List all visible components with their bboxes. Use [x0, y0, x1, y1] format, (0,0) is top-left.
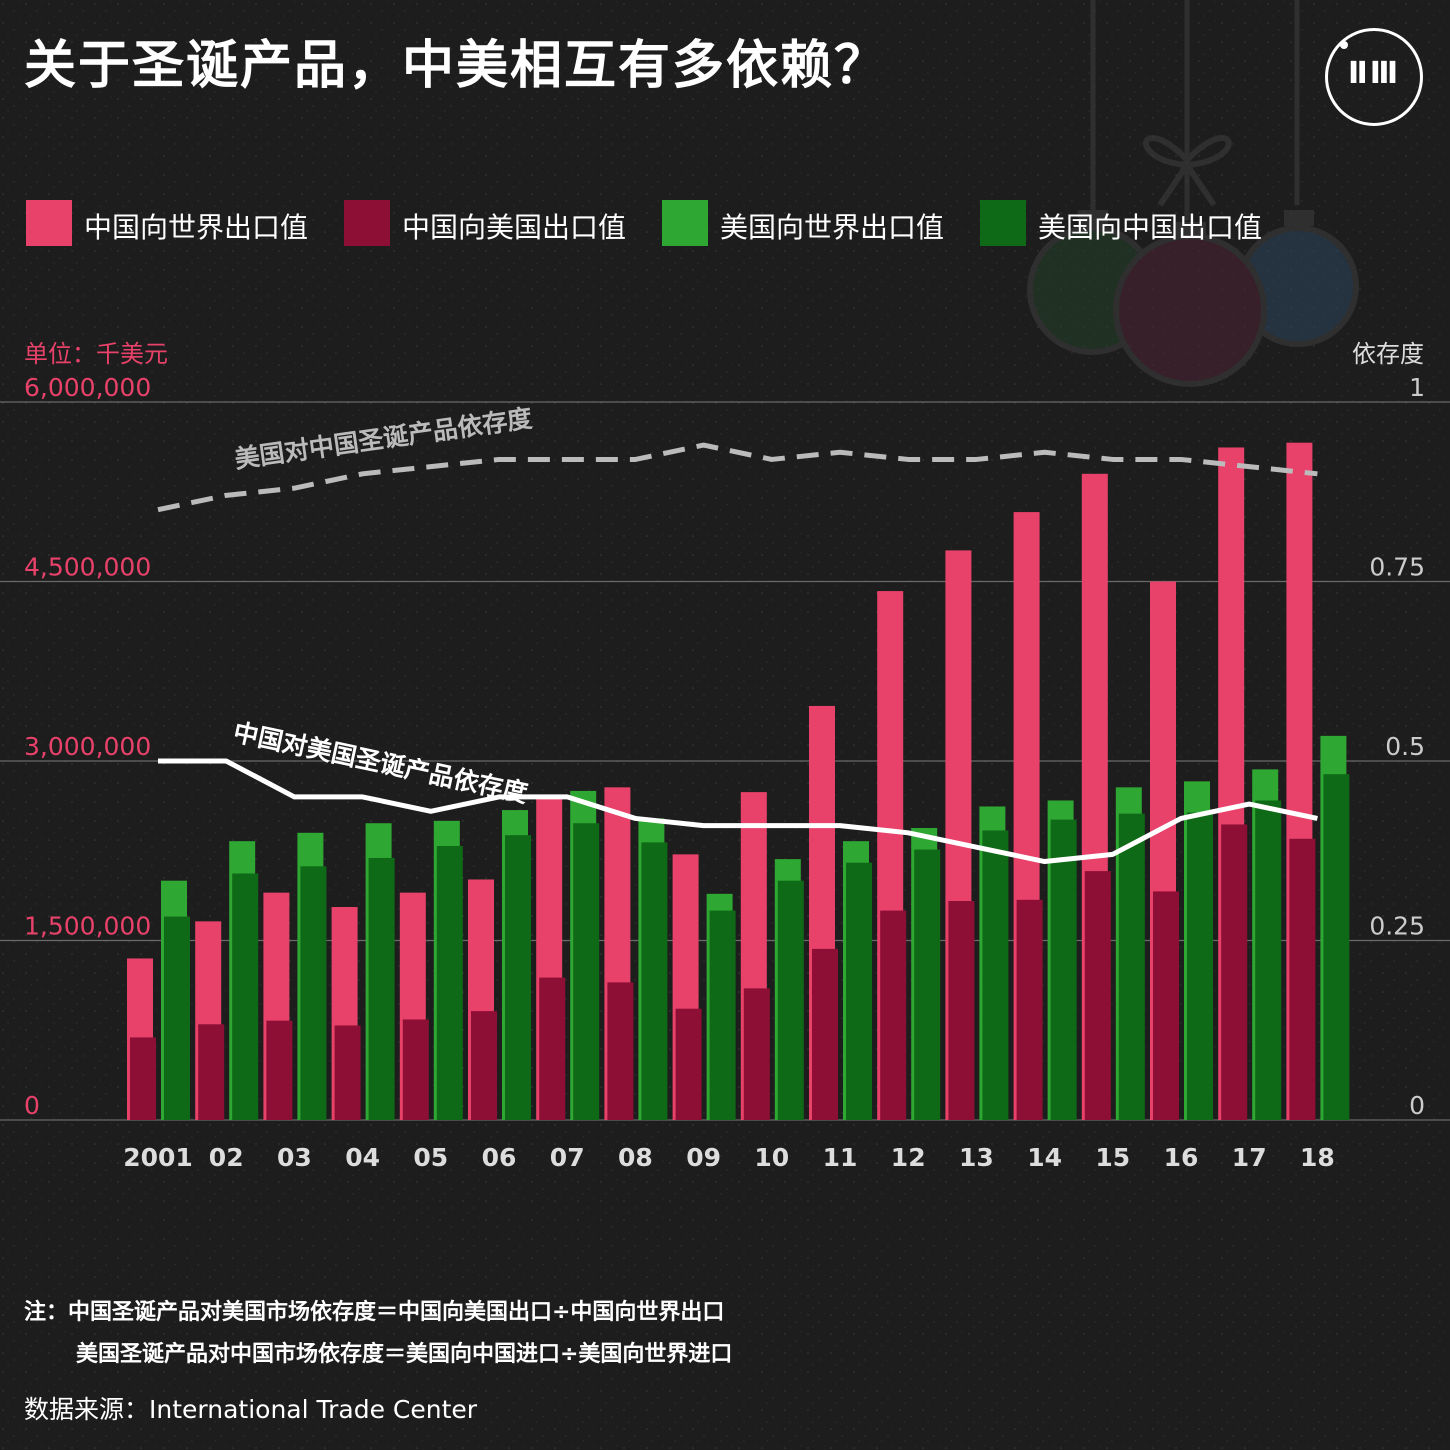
y-left-tick-label: 0	[24, 1091, 40, 1120]
bar-us-cn	[300, 866, 327, 1120]
bar-us-cn	[368, 857, 395, 1120]
logo-dot-icon	[1340, 41, 1348, 49]
bar-cn-us	[130, 1037, 156, 1120]
data-source: 数据来源：International Trade Center	[24, 1395, 478, 1424]
x-tick-label: 14	[1027, 1143, 1062, 1172]
page-title: 关于圣诞产品，中美相互有多依赖？	[24, 36, 889, 96]
y-right-tick-label: 0	[1409, 1091, 1425, 1120]
bar-us-cn	[846, 862, 872, 1120]
bar-us-cn	[1118, 813, 1145, 1120]
bar-cn-us	[1084, 871, 1111, 1120]
bar-cn-us	[948, 901, 975, 1120]
bar-us-cn	[914, 849, 941, 1120]
x-tick-label: 04	[345, 1143, 380, 1172]
footnote-line-1: 注：中国圣诞产品对美国市场依存度＝中国向美国出口÷中国向世界出口	[24, 1300, 725, 1325]
x-tick-label: 09	[686, 1143, 721, 1172]
legend-swatch-cn-world	[26, 200, 72, 246]
y-left-tick-label: 6,000,000	[24, 373, 151, 402]
bar-cn-us	[198, 1024, 225, 1120]
x-tick-label: 12	[891, 1143, 926, 1172]
ornaments-decoration	[1027, 0, 1359, 387]
bar-us-cn	[573, 823, 600, 1120]
legend-label-us-cn: 美国向中国出口值	[1038, 211, 1263, 244]
x-tick-label: 06	[482, 1143, 517, 1172]
bar-us-cn	[777, 880, 804, 1120]
y-left-tick-label: 1,500,000	[24, 912, 151, 941]
bar-cn-us	[1153, 891, 1179, 1120]
legend-swatch-cn-us	[344, 200, 390, 246]
bar-cn-us	[266, 1020, 293, 1120]
bar-us-cn	[436, 845, 463, 1120]
y-right-tick-label: 1	[1409, 373, 1425, 402]
legend-swatch-us-cn	[980, 200, 1026, 246]
bar-cn-us	[1221, 824, 1248, 1120]
x-tick-label: 17	[1232, 1143, 1267, 1172]
bar-us-cn	[232, 873, 259, 1120]
y-right-tick-label: 0.5	[1385, 732, 1425, 761]
bar-cn-us	[812, 948, 838, 1120]
bar-cn-us	[607, 982, 634, 1120]
brand-logo: ⅡⅢ	[1325, 28, 1423, 126]
x-tick-label: 07	[550, 1143, 585, 1172]
right-axis-unit: 依存度	[1352, 340, 1424, 368]
bar-us-cn	[164, 916, 190, 1120]
bar-us-cn	[709, 910, 736, 1120]
bar-us-cn	[1187, 812, 1213, 1120]
x-tick-label: 11	[823, 1143, 858, 1172]
x-tick-label: 03	[277, 1143, 312, 1172]
y-left-tick-label: 4,500,000	[24, 553, 151, 582]
bar-us-cn	[505, 835, 531, 1120]
bar-cn-us	[1289, 838, 1316, 1120]
bar-us-cn	[641, 842, 668, 1120]
x-tick-label: 10	[754, 1143, 789, 1172]
y-left-tick-label: 3,000,000	[24, 732, 151, 761]
bar-cn-us	[471, 1011, 497, 1120]
y-right-tick-label: 0.75	[1369, 553, 1425, 582]
line-cn-dependence	[158, 758, 1318, 865]
legend: 中国向世界出口值 中国向美国出口值 美国向世界出口值 美国向中国出口值	[0, 200, 1450, 250]
legend-label-us-world: 美国向世界出口值	[720, 211, 945, 244]
bar-us-cn	[1323, 774, 1350, 1120]
left-axis-unit: 单位：千美元	[24, 340, 168, 368]
x-tick-label: 15	[1095, 1143, 1130, 1172]
bar-cn-us	[880, 910, 907, 1120]
legend-label-cn-world: 中国向世界出口值	[84, 211, 309, 244]
bar-us-cn	[1255, 800, 1282, 1120]
x-tick-label: 13	[959, 1143, 994, 1172]
bar-cn-us	[675, 1008, 702, 1120]
bar-cn-us	[1016, 899, 1043, 1120]
x-tick-label: 2001	[123, 1143, 193, 1172]
line-us-dependence	[157, 442, 1318, 513]
legend-label-cn-us: 中国向美国出口值	[402, 211, 627, 244]
bar-us-cn	[1050, 819, 1077, 1120]
footnote-line-2: 美国圣诞产品对中国市场依存度＝美国向中国进口÷美国向世界进口	[76, 1342, 733, 1367]
bar-cn-us	[402, 1019, 429, 1120]
y-right-tick-label: 0.25	[1369, 912, 1425, 941]
x-tick-label: 16	[1164, 1143, 1199, 1172]
x-tick-label: 18	[1300, 1143, 1335, 1172]
footnotes: 注：中国圣诞产品对美国市场依存度＝中国向美国出口÷中国向世界出口 美国圣诞产品对…	[24, 1292, 732, 1376]
bar-cn-us	[334, 1025, 361, 1120]
bar-cn-us	[539, 977, 566, 1120]
bar-us-cn	[982, 830, 1009, 1120]
logo-text: ⅡⅢ	[1347, 56, 1401, 91]
bar-cn-us	[743, 988, 770, 1120]
x-tick-label: 05	[413, 1143, 448, 1172]
legend-swatch-us-world	[662, 200, 708, 246]
x-tick-label: 02	[209, 1143, 244, 1172]
x-tick-label: 08	[618, 1143, 653, 1172]
